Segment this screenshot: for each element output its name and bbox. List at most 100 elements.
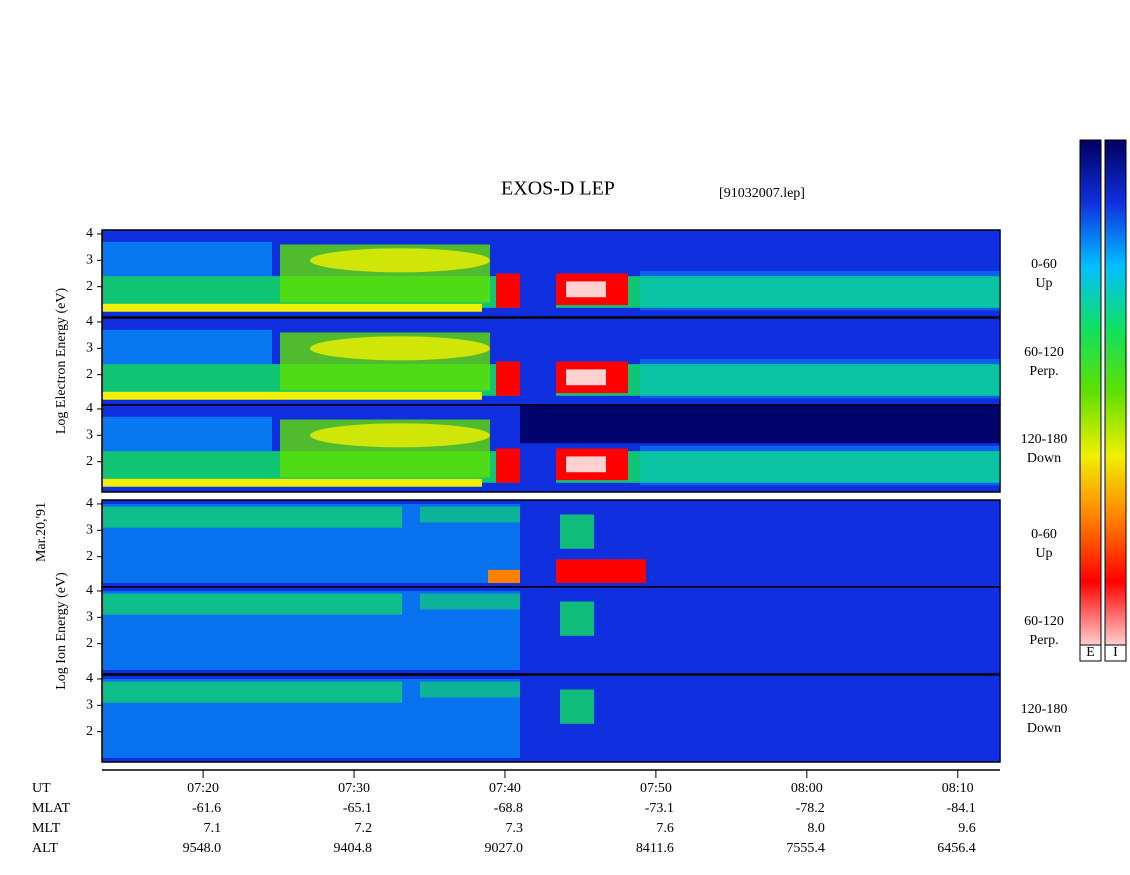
spectrum-burst [496,448,520,483]
spectrum-gap [522,587,556,674]
y-tick-label: 3 [86,523,93,538]
y-tick-label: 4 [86,401,93,416]
y-tick-label: 3 [86,698,93,713]
panel-label: Up [1035,546,1052,561]
spectrum-stripe [102,241,272,277]
spectrum-band [102,681,402,703]
spectrum-burst [566,369,606,386]
spectrogram-panel [101,229,1001,318]
panel-label: Up [1035,276,1052,291]
spectrum-arc [310,336,490,361]
spectrum-band [102,593,402,615]
colorbar [1079,139,1102,646]
table-cell: 6456.4 [937,841,976,856]
x-tick-label: 07:40 [489,781,521,796]
panel-label: Perp. [1029,633,1058,648]
spectrogram-panel [101,674,1001,763]
spectrum-dark [520,405,1000,444]
panel-label: Perp. [1029,364,1058,379]
y-tick-label: 4 [86,496,93,511]
x-tick-label: 08:00 [791,781,823,796]
spectrogram-panel [101,499,1001,588]
panel-frame [101,404,1001,493]
y-tick-label: 4 [86,226,93,241]
table-cell: 7.1 [204,821,222,836]
spectrum-blob [560,514,594,549]
x-tick-label: 07:50 [640,781,672,796]
y-tick-label: 4 [86,583,93,598]
panel-label: 0-60 [1031,527,1057,542]
panel-label: Down [1027,721,1061,736]
x-tick-label: 08:10 [942,781,974,796]
spectrum-burst [496,273,520,308]
table-cell: -84.1 [947,801,976,816]
panel-label: 60-120 [1024,345,1064,360]
spectrum-burst [488,569,520,584]
colorbar-label: I [1113,645,1118,660]
y-tick-label: 4 [86,671,93,686]
spectrum-arc [310,423,490,448]
table-cell: 8411.6 [636,841,674,856]
table-cell: 9027.0 [484,841,523,856]
table-cell: 9548.0 [183,841,222,856]
table-cell: -73.1 [645,801,674,816]
table-cell: 9.6 [958,821,976,836]
spectrogram-panel [101,404,1001,493]
file-label: [91032007.lep] [719,186,805,201]
y-tick-label: 3 [86,253,93,268]
spectrum-stripe [102,478,482,487]
table-row-name: ALT [32,841,58,856]
date-label: Mar.20,'91 [34,502,49,562]
spectrum-gap [522,500,556,587]
spectrum-burst [566,456,606,473]
y-tick-label: 3 [86,610,93,625]
colorbar [1104,139,1127,646]
colorbar-label-box [1104,644,1127,662]
y-tick-label: 3 [86,341,93,356]
spectrum-stripe [102,391,482,400]
panel-label: 120-180 [1021,432,1068,447]
y-tick-label: 2 [86,454,93,469]
colorbar-label-box [1079,644,1102,662]
y-tick-label: 2 [86,367,93,382]
spectrum-gap [520,230,556,317]
colorbar-label: E [1086,645,1095,660]
panel-frame [101,229,1001,318]
table-cell: -78.2 [796,801,825,816]
table-cell: -68.8 [494,801,523,816]
spectrogram-panel [101,317,1001,406]
panel-label: Down [1027,451,1061,466]
spectrogram-panel [101,586,1001,675]
spectrum-band [102,506,402,528]
spectrum-stripe [102,303,482,312]
y-axis-label: Log Ion Energy (eV) [54,572,69,690]
y-tick-label: 2 [86,724,93,739]
panel-label: 120-180 [1021,702,1068,717]
spectrum-band [420,681,520,698]
spectrum-dark [520,318,1000,357]
table-row-name: MLT [32,821,61,836]
y-tick-label: 2 [86,279,93,294]
y-tick-label: 4 [86,314,93,329]
spectrum-fade [640,270,1000,311]
spectrum-burst [566,281,606,298]
spectrum-burst [496,361,520,396]
table-cell: 7555.4 [786,841,825,856]
spectrum-stripe [102,329,272,365]
x-tick-label: 07:30 [338,781,370,796]
y-axis-label: Log Electron Energy (eV) [54,288,69,435]
spectrum-gap [522,675,556,762]
panel-label: 60-120 [1024,614,1064,629]
table-cell: -65.1 [343,801,372,816]
spectrum-fade [640,358,1000,399]
y-tick-label: 3 [86,428,93,443]
spectrum-band [420,593,520,610]
panel-frame [101,674,1001,763]
spectrum-burst [556,559,646,584]
table-cell: 8.0 [807,821,825,836]
x-tick-label: 07:20 [187,781,219,796]
spectrum-blob [560,689,594,724]
table-cell: 7.2 [355,821,373,836]
x-axis-label: UT [32,781,51,796]
